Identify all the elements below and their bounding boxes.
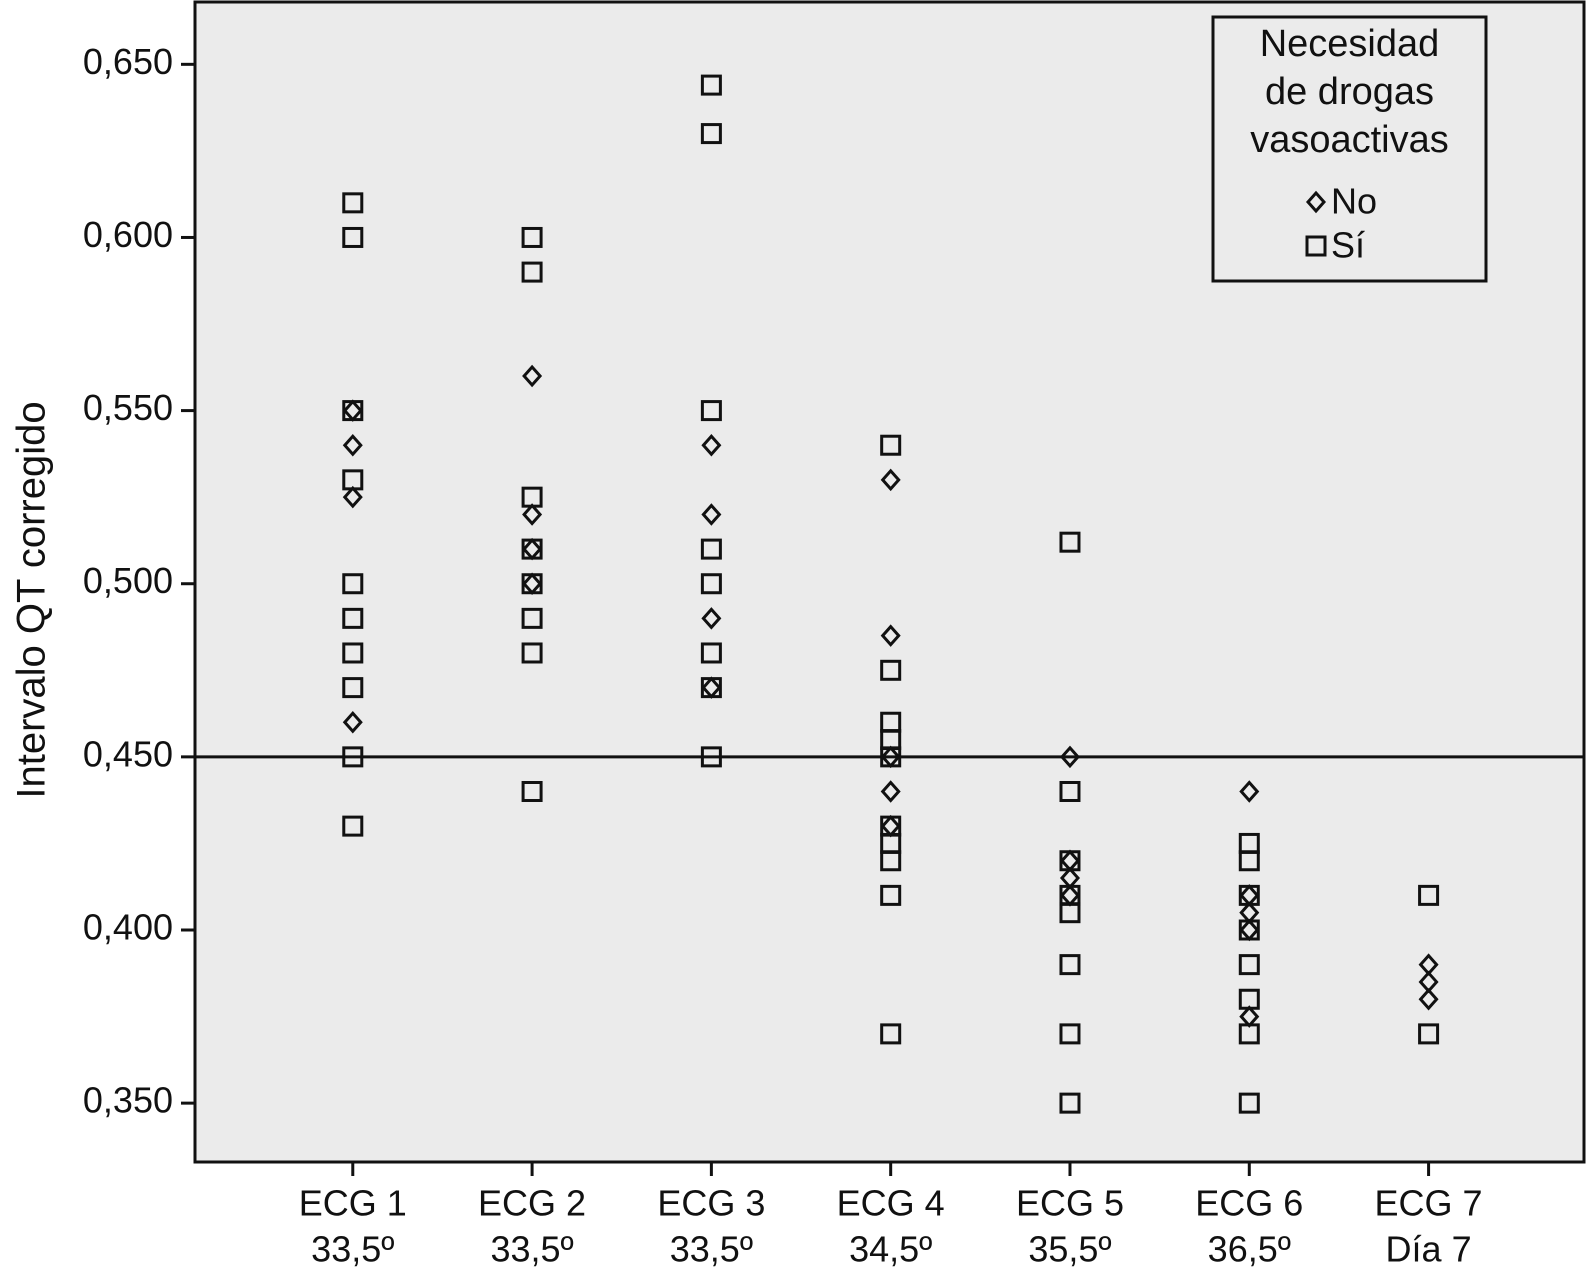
- point: [880, 780, 901, 803]
- point: [342, 607, 364, 629]
- point: [700, 746, 722, 768]
- point: [342, 642, 364, 664]
- x-tick-label: ECG 4: [837, 1183, 945, 1224]
- point: [1418, 1023, 1440, 1045]
- point: [521, 607, 543, 629]
- y-axis-label: Intervalo QT corregido: [10, 401, 54, 798]
- point: [880, 850, 902, 872]
- point: [522, 364, 543, 388]
- x-tick-label: ECG 2: [478, 1183, 586, 1224]
- point: [521, 573, 543, 595]
- point: [1238, 1023, 1260, 1045]
- point: [1059, 954, 1081, 976]
- point: [880, 434, 902, 456]
- point: [1059, 745, 1080, 769]
- legend-label: Sí: [1331, 225, 1365, 266]
- point: [1059, 1023, 1081, 1045]
- point: [1418, 884, 1440, 906]
- point: [521, 538, 543, 560]
- point: [880, 468, 901, 492]
- legend-title: Necesidad: [1260, 23, 1440, 65]
- y-tick-label: 0,600: [83, 214, 173, 255]
- point: [700, 123, 722, 145]
- point: [522, 503, 543, 526]
- x-tick-label: ECG 3: [657, 1183, 765, 1224]
- legend-title: vasoactivas: [1250, 119, 1449, 161]
- y-tick-label: 0,400: [83, 907, 173, 948]
- y-tick-label: 0,500: [83, 560, 173, 601]
- y-tick-label: 0,450: [83, 733, 173, 774]
- point: [1238, 988, 1260, 1010]
- point: [1238, 850, 1260, 872]
- point: [880, 659, 902, 681]
- point: [521, 486, 543, 508]
- point: [342, 710, 363, 734]
- x-tick-label: ECG 6: [1195, 1183, 1303, 1224]
- legend-box: [1211, 15, 1488, 283]
- legend-label: No: [1331, 181, 1377, 222]
- x-tick-label: 35,5º: [1028, 1229, 1111, 1270]
- point: [1418, 987, 1439, 1011]
- y-tick-label: 0,550: [83, 387, 173, 428]
- point: [700, 400, 722, 422]
- legend-marker: [1305, 235, 1327, 257]
- point: [342, 400, 364, 422]
- x-tick-label: ECG 5: [1016, 1183, 1124, 1224]
- point: [701, 607, 722, 630]
- point: [1238, 954, 1260, 976]
- x-tick-label: 33,5º: [311, 1229, 394, 1270]
- legend-marker: [1305, 190, 1327, 214]
- point: [700, 74, 722, 96]
- point: [342, 485, 363, 509]
- point: [1059, 780, 1081, 802]
- x-tick-label: Día 7: [1386, 1229, 1472, 1270]
- point: [342, 192, 364, 214]
- point: [1059, 1092, 1081, 1114]
- point: [700, 677, 722, 699]
- point: [1239, 780, 1260, 803]
- point: [1238, 919, 1260, 941]
- x-tick-label: 33,5º: [670, 1229, 753, 1270]
- point: [342, 815, 364, 837]
- point: [880, 1023, 902, 1045]
- point: [342, 433, 363, 457]
- point: [880, 746, 902, 768]
- point: [521, 261, 543, 283]
- point: [342, 469, 364, 491]
- x-tick-label: 36,5º: [1208, 1229, 1291, 1270]
- point: [1238, 884, 1260, 906]
- point: [1059, 902, 1081, 924]
- point: [701, 433, 722, 457]
- point: [342, 226, 364, 248]
- point: [1059, 531, 1081, 553]
- point: [880, 624, 901, 647]
- x-tick-label: ECG 1: [299, 1183, 407, 1224]
- point: [342, 573, 364, 595]
- y-tick-label: 0,650: [83, 41, 173, 82]
- point: [701, 503, 722, 526]
- point: [1059, 850, 1081, 872]
- point: [342, 677, 364, 699]
- y-tick-label: 0,350: [83, 1080, 173, 1121]
- point: [521, 780, 543, 802]
- point: [1238, 1092, 1260, 1114]
- x-tick-label: ECG 7: [1375, 1183, 1483, 1224]
- legend-title: de drogas: [1265, 71, 1434, 113]
- point: [521, 642, 543, 664]
- point: [700, 538, 722, 560]
- point: [521, 226, 543, 248]
- point: [880, 884, 902, 906]
- x-tick-label: 33,5º: [490, 1229, 573, 1270]
- point: [342, 746, 364, 768]
- point: [700, 573, 722, 595]
- x-tick-label: 34,5º: [849, 1229, 932, 1270]
- point: [700, 642, 722, 664]
